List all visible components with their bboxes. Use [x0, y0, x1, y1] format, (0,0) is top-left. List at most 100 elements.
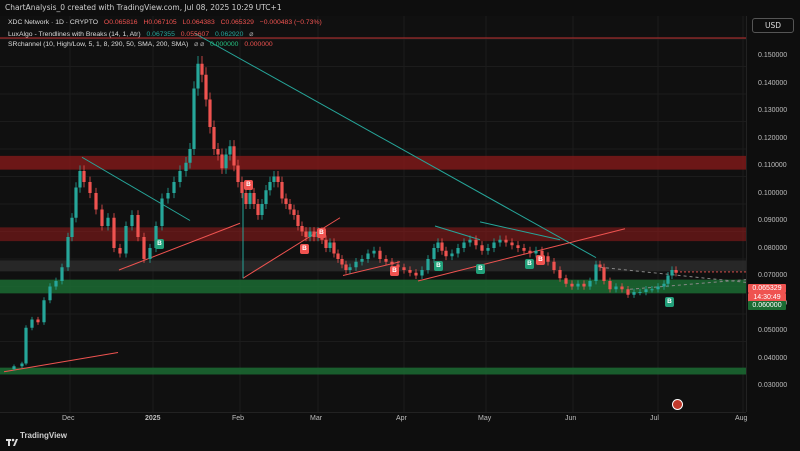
candle-body	[224, 154, 228, 169]
candle-body	[232, 146, 236, 166]
candle-body	[252, 193, 256, 204]
candle-body	[390, 261, 394, 265]
legend-open: O0.065816	[103, 19, 138, 26]
buy-break-marker[interactable]: B	[665, 297, 674, 307]
candle-body	[552, 261, 556, 270]
trendline-up	[118, 222, 241, 271]
buy-break-marker[interactable]: B	[434, 261, 443, 271]
candle-body	[444, 250, 448, 257]
candle-body	[256, 204, 260, 215]
header-title: ChartAnalysis_0 created with TradingView…	[5, 3, 282, 12]
candle-body	[474, 239, 478, 246]
candle-body	[528, 250, 532, 254]
time-tick-label: May	[478, 415, 492, 422]
neutral-zone	[0, 260, 746, 272]
visibility-icon[interactable]: ⌀	[249, 31, 254, 38]
candle-body	[308, 231, 312, 237]
candle-body	[264, 190, 268, 204]
footer: TradingView	[0, 428, 800, 446]
candle-body	[638, 292, 642, 293]
candle-body	[304, 231, 308, 237]
candle-body	[440, 242, 444, 251]
sell-break-marker[interactable]: B	[244, 180, 253, 190]
legend-srchannel[interactable]: SRchannel (10, High/Low, 5, 1, 8, 290, 5…	[8, 40, 277, 48]
candle-body	[644, 289, 648, 292]
trendline-up	[3, 352, 119, 373]
support-price-tag: 0.060000	[748, 301, 786, 310]
price-chart-svg[interactable]	[0, 16, 747, 412]
sell-break-marker[interactable]: B	[536, 255, 545, 265]
price-tick-label: 0.080000	[758, 244, 788, 252]
buy-break-marker[interactable]: B	[476, 264, 485, 274]
candle-body	[292, 209, 296, 215]
candle-body	[212, 127, 216, 149]
legend-luxalgo[interactable]: LuxAlgo - Trendlines with Breaks (14, 1,…	[8, 30, 257, 38]
candle-body	[124, 226, 128, 254]
time-tick-label: Aug	[735, 415, 748, 422]
chart-area[interactable]	[0, 16, 747, 412]
price-tick-label: 0.040000	[758, 354, 788, 362]
legend-sr-name[interactable]: SRchannel (10, High/Low, 5, 1, 8, 290, 5…	[8, 41, 189, 48]
candle-body	[534, 250, 538, 254]
candle-body	[402, 267, 406, 270]
candle-body	[228, 146, 232, 155]
price-tick-label: 0.130000	[758, 107, 788, 114]
candle-body	[200, 63, 204, 75]
legend-lux-v1: 0.067355	[146, 31, 175, 38]
candle-body	[414, 272, 418, 276]
candle-body	[70, 217, 74, 237]
candle-body	[166, 193, 170, 199]
price-tick-label: 0.120000	[758, 134, 788, 142]
price-tick-label: 0.150000	[758, 52, 788, 59]
candle-body	[516, 245, 520, 248]
buy-break-marker[interactable]: B	[525, 259, 534, 269]
candle-body	[336, 253, 340, 259]
price-tick-label: 0.090000	[758, 217, 788, 224]
price-tick-label: 0.140000	[758, 79, 788, 87]
candle-body	[94, 193, 98, 210]
candle-body	[670, 270, 674, 276]
price-tick-label: 0.110000	[758, 162, 787, 169]
candle-body	[244, 193, 248, 204]
candle-body	[662, 283, 666, 287]
candle-body	[468, 239, 472, 243]
candle-body	[582, 283, 586, 287]
currency-button[interactable]: USD	[752, 18, 794, 33]
candle-body	[78, 171, 82, 188]
candle-body	[42, 300, 46, 323]
price-tick-label: 0.030000	[758, 382, 788, 389]
candle-body	[172, 182, 176, 193]
visibility-icon[interactable]: ⌀ ⌀	[194, 41, 205, 48]
time-tick-label: Jun	[565, 415, 577, 422]
time-tick-label: Jul	[650, 415, 659, 422]
candle-body	[588, 281, 592, 287]
sell-break-marker[interactable]: B	[317, 228, 326, 238]
candle-body	[142, 237, 146, 259]
candle-body	[24, 327, 28, 364]
candle-body	[462, 242, 466, 248]
time-axis[interactable]	[0, 412, 746, 429]
legend-symbol[interactable]: XDC Network · 1D · CRYPTO	[8, 19, 99, 26]
candle-body	[558, 270, 562, 279]
buy-break-marker[interactable]: B	[155, 239, 164, 249]
candle-body	[498, 239, 502, 243]
candle-body	[650, 289, 654, 291]
sell-break-marker[interactable]: B	[300, 244, 309, 254]
candle-body	[426, 259, 430, 270]
candle-body	[614, 286, 618, 290]
trendline-up	[417, 228, 626, 282]
legend-lux-v3: 0.062920	[215, 31, 244, 38]
candle-body	[486, 248, 490, 251]
header-bar: ChartAnalysis_0 created with TradingView…	[0, 0, 800, 16]
price-tick-label: 0.050000	[758, 327, 788, 334]
price-axis[interactable]	[746, 16, 800, 412]
sell-break-marker[interactable]: B	[390, 266, 399, 276]
candle-body	[360, 259, 364, 262]
support-zone	[0, 279, 746, 294]
legend-lux-name[interactable]: LuxAlgo - Trendlines with Breaks (14, 1,…	[8, 31, 141, 38]
candle-body	[66, 237, 70, 268]
legend-main[interactable]: XDC Network · 1D · CRYPTO O0.065816 H0.0…	[8, 19, 326, 26]
candle-body	[82, 171, 86, 182]
price-tick-label: 0.100000	[758, 189, 788, 197]
event-flag-icon[interactable]	[672, 399, 683, 410]
